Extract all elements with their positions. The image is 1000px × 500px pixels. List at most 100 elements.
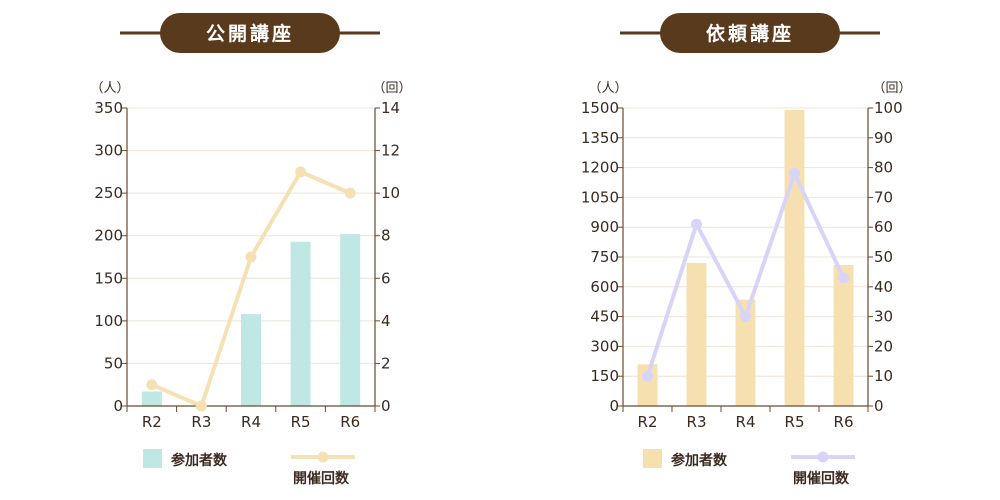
left-tick-label: 300	[590, 337, 619, 355]
right-tick-label: 100	[874, 99, 903, 117]
bar	[686, 262, 707, 406]
line-point	[691, 218, 702, 230]
right-tick-label: 6	[381, 269, 391, 287]
line-point	[146, 379, 158, 391]
right-tick-label: 60	[874, 218, 893, 236]
left-tick-label: 900	[590, 218, 619, 236]
right-tick-label: 0	[874, 397, 884, 415]
right-tick-label: 40	[874, 278, 893, 296]
bar	[340, 234, 361, 406]
x-tick-marks	[126, 406, 376, 412]
x-tick-labels: R2 R3 R4 R5 R6	[142, 413, 360, 431]
left-tick-label: 1500	[581, 99, 619, 117]
bar	[735, 299, 756, 406]
left-tick-label: 1200	[581, 159, 619, 177]
legend-swatch-marker	[317, 451, 329, 463]
left-tick-label: 1050	[581, 188, 619, 206]
right-tick-label: 12	[381, 142, 400, 160]
line-point	[740, 311, 751, 323]
x-tick-label: R3	[191, 413, 211, 431]
right-tick-label: 8	[381, 227, 391, 245]
line-point	[838, 272, 849, 284]
x-tick-label: R4	[736, 413, 756, 431]
right-tick-label: 14	[381, 99, 400, 117]
bar	[784, 109, 805, 406]
chart-public-lectures: 公開講座 （人） （回） 0 50 100 150 200 250 300 350 0 2 4 6 8…	[90, 13, 412, 487]
left-tick-label: 1350	[581, 129, 619, 147]
legend-label-line: 開催回数	[293, 470, 350, 487]
legend: 参加者数 開催回数	[643, 449, 855, 487]
left-tick-label: 600	[590, 278, 619, 296]
x-tick-label: R4	[241, 413, 261, 431]
line-point	[295, 166, 307, 178]
left-tick-label: 250	[94, 184, 123, 202]
right-tick-label: 80	[874, 159, 893, 177]
bar	[241, 314, 261, 406]
x-tick-marks	[622, 406, 869, 412]
legend-swatch-bar	[143, 449, 162, 468]
left-tick-label: 300	[94, 142, 123, 160]
left-tick-label: 100	[94, 312, 123, 330]
left-tick-labels: 0 150 300 450 600 750 900 1050 1200 1350 1500	[581, 99, 623, 415]
left-axis-unit: （人）	[588, 81, 627, 96]
left-tick-label: 0	[113, 397, 123, 415]
legend-swatch-bar	[643, 449, 662, 468]
left-tick-label: 150	[590, 367, 619, 385]
line-series	[146, 166, 356, 412]
left-tick-label: 350	[94, 99, 123, 117]
right-tick-label: 2	[381, 354, 391, 372]
right-tick-label: 70	[874, 188, 893, 206]
right-tick-label: 10	[381, 184, 400, 202]
right-axis-unit: （回）	[372, 81, 411, 96]
legend-label-bar: 参加者数	[171, 452, 228, 469]
chart-title: 依頼講座	[706, 22, 794, 45]
line-point	[344, 187, 356, 199]
chart-title: 公開講座	[206, 22, 294, 45]
left-tick-labels: 0 50 100 150 200 250 300 350	[94, 99, 127, 415]
right-tick-label: 30	[874, 308, 893, 326]
x-tick-labels: R2 R3 R4 R5 R6	[638, 413, 854, 431]
x-tick-label: R6	[834, 413, 854, 431]
x-tick-label: R5	[785, 413, 805, 431]
left-axis-unit: （人）	[90, 81, 129, 96]
bar-series	[637, 109, 854, 406]
grid-lines	[623, 107, 868, 377]
legend-label-bar: 参加者数	[671, 452, 728, 469]
legend: 参加者数 開催回数	[143, 449, 355, 487]
bar	[833, 264, 854, 406]
chart-request-lectures: 依頼講座 （人） （回） 015030045060075090010501200…	[581, 13, 912, 487]
chart-title-badge	[160, 13, 340, 53]
x-tick-label: R5	[291, 413, 311, 431]
right-tick-label: 50	[874, 248, 893, 266]
line-point	[642, 370, 653, 382]
x-tick-label: R2	[142, 413, 162, 431]
x-tick-label: R6	[340, 413, 360, 431]
right-tick-labels: 0 10 20 30 40 50 60 70 80 90 100	[868, 99, 903, 415]
legend-swatch-marker	[817, 451, 829, 463]
right-tick-labels: 0 2 4 6 8 10 12 14	[375, 99, 400, 415]
right-tick-label: 4	[381, 312, 391, 330]
bar	[290, 241, 311, 406]
left-tick-label: 450	[590, 308, 619, 326]
line-point	[245, 251, 257, 263]
x-tick-label: R3	[687, 413, 707, 431]
left-tick-label: 150	[94, 269, 123, 287]
line-point	[195, 400, 207, 412]
x-tick-label: R2	[638, 413, 658, 431]
left-tick-label: 0	[609, 397, 619, 415]
bar	[141, 391, 162, 406]
left-tick-label: 200	[94, 227, 123, 245]
right-tick-label: 10	[874, 367, 893, 385]
bar-series	[141, 234, 361, 406]
line-series	[642, 168, 849, 382]
right-tick-label: 20	[874, 337, 893, 355]
right-tick-label: 0	[381, 397, 391, 415]
left-tick-label: 50	[104, 354, 123, 372]
right-axis-unit: （回）	[872, 81, 911, 96]
chart-title-badge	[660, 13, 840, 53]
line-point	[789, 168, 800, 180]
legend-label-line: 開催回数	[793, 470, 850, 487]
left-tick-label: 750	[590, 248, 619, 266]
right-tick-label: 90	[874, 129, 893, 147]
